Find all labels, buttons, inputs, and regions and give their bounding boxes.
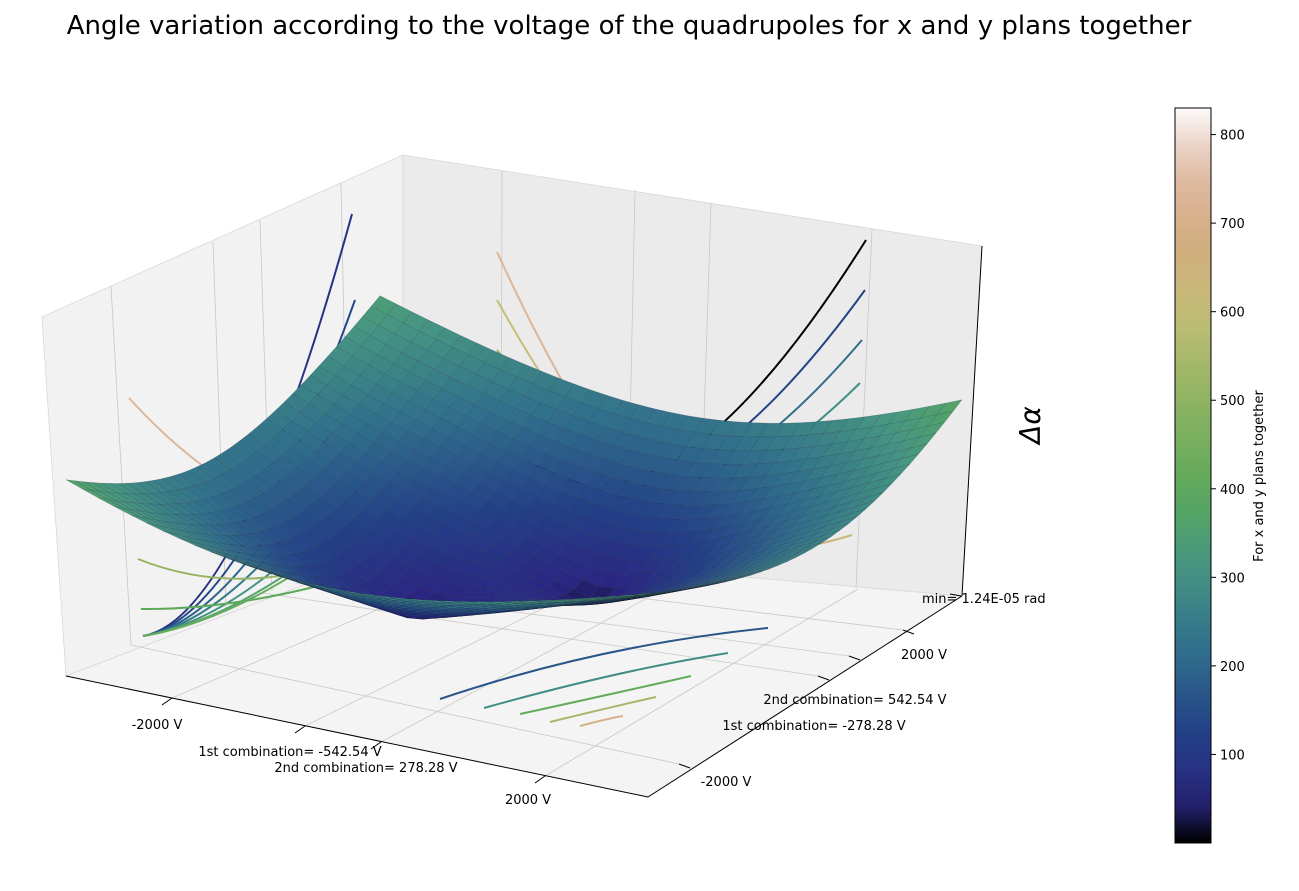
x-tick-label: -2000 V	[132, 718, 183, 733]
surface-facet	[788, 547, 814, 558]
z-tick-mark	[949, 593, 962, 597]
z-axis-line	[961, 245, 983, 597]
surface-facet	[675, 586, 701, 592]
y-tick-mark	[848, 655, 861, 661]
surface-facet	[745, 568, 771, 576]
projection-curve	[579, 715, 624, 727]
surface-facet	[692, 583, 718, 589]
surface-facet	[866, 482, 893, 498]
y-tick-label: -2000 V	[701, 775, 752, 790]
z-axis-label: Δα	[1014, 406, 1047, 446]
x-tick-mark	[161, 697, 173, 706]
x-tick-mark	[534, 775, 546, 784]
surface-facet	[780, 552, 806, 563]
grid-line	[380, 574, 691, 743]
surface-facet	[884, 463, 911, 479]
x-tick-mark	[294, 725, 306, 734]
y-tick-mark	[817, 675, 830, 681]
colorbar	[1174, 107, 1212, 844]
surface-facet	[858, 492, 884, 506]
grid-line	[110, 285, 132, 646]
colorbar-tick-label: 300	[1220, 571, 1245, 586]
colorbar-tick-label: 400	[1220, 483, 1245, 498]
surface-facet	[736, 571, 762, 579]
surface-facet	[892, 453, 919, 470]
surface-plot	[65, 295, 963, 620]
grid-line	[544, 588, 859, 777]
projection-curve	[519, 675, 692, 715]
x-tick-label: 1st combination= -542.54 V	[198, 745, 381, 760]
grid-line	[130, 644, 680, 765]
colorbar-tick-label: 700	[1220, 217, 1245, 232]
grid-line	[262, 592, 819, 677]
projection-curve	[549, 696, 657, 723]
surface-facet	[814, 530, 841, 542]
x-tick-label: 2nd combination= 278.28 V	[274, 761, 457, 776]
x-tick-mark	[370, 741, 382, 750]
surface-facet	[901, 443, 928, 459]
colorbar-tick-label: 800	[1220, 129, 1245, 144]
surface-facet	[701, 581, 727, 587]
y-tick-label: 2000 V	[901, 648, 947, 663]
colorbar-ticks: 100 200 300 400 500 600 700 800	[1211, 129, 1245, 763]
surface-facet	[631, 592, 657, 595]
y-tick-mark	[902, 629, 915, 635]
colorbar-tick-label: 200	[1220, 660, 1245, 675]
projection-curve	[483, 652, 729, 709]
chart-title: Angle variation according to the voltage…	[67, 11, 1192, 41]
y-tick-label: 2nd combination= 542.54 V	[763, 693, 946, 708]
colorbar-label: For x and y plans together	[1252, 390, 1267, 562]
colorbar-tick-label: 500	[1220, 394, 1245, 409]
grid-line	[855, 228, 873, 589]
y-tick-mark	[678, 763, 691, 769]
projection-curve	[439, 627, 769, 700]
x-tick-label: 2000 V	[505, 793, 551, 808]
colorbar-tick-label: 600	[1220, 306, 1245, 321]
z-tick-label: min= 1.24E-05 rad	[922, 592, 1046, 607]
x-axis-line	[65, 675, 649, 798]
y-tick-label: 1st combination= -278.28 V	[722, 719, 905, 734]
surface-facet	[684, 585, 710, 590]
y-axis-line	[647, 595, 963, 798]
surface-facet	[823, 523, 849, 536]
colorbar-tick-label: 100	[1220, 748, 1245, 763]
surface-facet	[919, 421, 946, 438]
surface-facet	[936, 399, 963, 415]
